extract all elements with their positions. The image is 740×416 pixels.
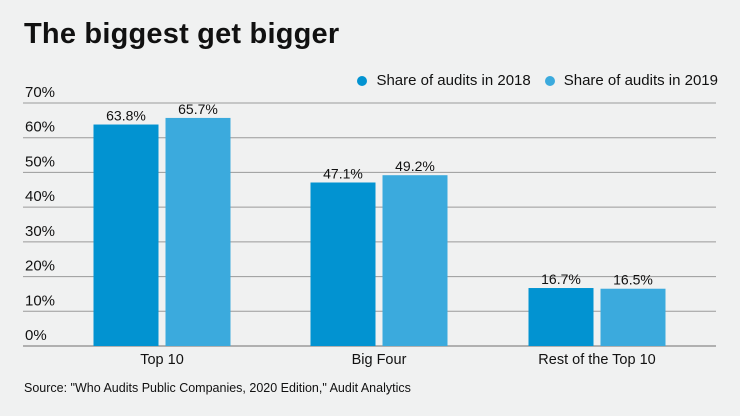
legend-label-2018: Share of audits in 2018 bbox=[376, 72, 531, 89]
bar bbox=[382, 175, 448, 346]
data-label: 47.1% bbox=[323, 165, 363, 181]
y-tick-label: 30% bbox=[25, 223, 55, 240]
y-tick-label: 40% bbox=[25, 188, 55, 205]
y-tick-label: 10% bbox=[25, 292, 55, 309]
bar bbox=[165, 117, 231, 346]
y-tick-label: 20% bbox=[25, 258, 55, 275]
chart-title: The biggest get bigger bbox=[24, 18, 340, 50]
y-tick-label: 0% bbox=[25, 327, 47, 344]
legend-item-2018: Share of audits in 2018 bbox=[357, 72, 531, 89]
data-label: 63.8% bbox=[106, 108, 146, 124]
bar bbox=[600, 288, 666, 346]
y-tick-label: 70% bbox=[25, 84, 55, 101]
bar bbox=[528, 288, 594, 346]
legend-item-2019: Share of audits in 2019 bbox=[544, 72, 718, 89]
bar bbox=[310, 182, 376, 346]
data-label: 65.7% bbox=[178, 101, 218, 117]
legend: Share of audits in 2018 Share of audits … bbox=[343, 72, 718, 89]
source-note: Source: "Who Audits Public Companies, 20… bbox=[24, 381, 411, 395]
x-tick-label: Rest of the Top 10 bbox=[538, 352, 655, 368]
data-label: 49.2% bbox=[395, 158, 435, 174]
legend-label-2019: Share of audits in 2019 bbox=[563, 72, 718, 89]
data-label: 16.5% bbox=[613, 272, 653, 288]
bar bbox=[93, 124, 159, 346]
y-tick-label: 50% bbox=[25, 153, 55, 170]
x-tick-label: Top 10 bbox=[140, 352, 184, 368]
y-tick-label: 60% bbox=[25, 119, 55, 136]
legend-dot-2018 bbox=[357, 75, 368, 86]
x-tick-label: Big Four bbox=[352, 352, 407, 368]
legend-dot-2019 bbox=[544, 75, 555, 86]
data-label: 16.7% bbox=[541, 271, 581, 287]
